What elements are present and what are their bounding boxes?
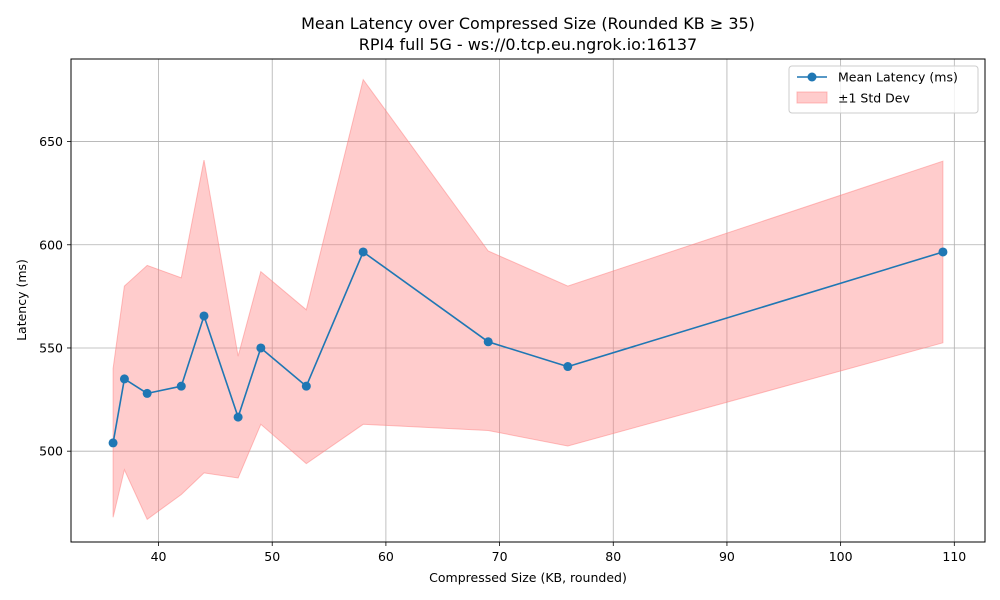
plot-frame	[70, 58, 986, 543]
data-point	[938, 247, 948, 257]
x-tick-label: 70	[492, 549, 508, 564]
x-tick-label: 100	[829, 549, 853, 564]
legend-marker-swatch	[807, 72, 817, 82]
legend-box	[788, 65, 979, 114]
x-axis-ticks: 40 50 60 70 80 90 100 110	[151, 542, 966, 564]
data-point	[483, 337, 493, 347]
x-tick-label: 80	[605, 549, 621, 564]
y-tick-label: 600	[39, 237, 63, 252]
data-point	[233, 412, 243, 422]
data-point	[256, 343, 266, 353]
data-point	[176, 381, 186, 391]
data-point	[108, 438, 118, 448]
grid	[71, 59, 985, 542]
data-point	[301, 381, 311, 391]
chart-subtitle: RPI4 full 5G - ws://0.tcp.eu.ngrok.io:16…	[359, 35, 697, 54]
y-axis-ticks: 500 550 600 650	[39, 134, 71, 459]
data-point	[358, 247, 368, 257]
y-tick-label: 500	[39, 444, 63, 459]
legend-label-std: ±1 Std Dev	[838, 91, 910, 106]
std-dev-band-area	[112, 78, 944, 521]
x-tick-label: 110	[942, 549, 966, 564]
x-tick-label: 50	[264, 549, 280, 564]
y-axis-label: Latency (ms)	[14, 259, 29, 341]
x-tick-label: 60	[378, 549, 394, 564]
std-dev-band	[112, 78, 944, 521]
legend-label-mean: Mean Latency (ms)	[838, 70, 958, 85]
data-point	[119, 374, 129, 384]
y-tick-label: 550	[39, 340, 63, 355]
data-point	[142, 388, 152, 398]
x-axis-label: Compressed Size (KB, rounded)	[429, 570, 627, 585]
x-tick-label: 40	[151, 549, 167, 564]
legend-band-swatch	[796, 91, 828, 104]
series-group	[108, 247, 948, 448]
data-point	[199, 311, 209, 321]
chart-title: Mean Latency over Compressed Size (Round…	[301, 14, 755, 33]
data-point	[563, 362, 573, 372]
y-tick-label: 650	[39, 134, 63, 149]
x-tick-label: 90	[719, 549, 735, 564]
legend: Mean Latency (ms) ±1 Std Dev	[788, 65, 979, 114]
